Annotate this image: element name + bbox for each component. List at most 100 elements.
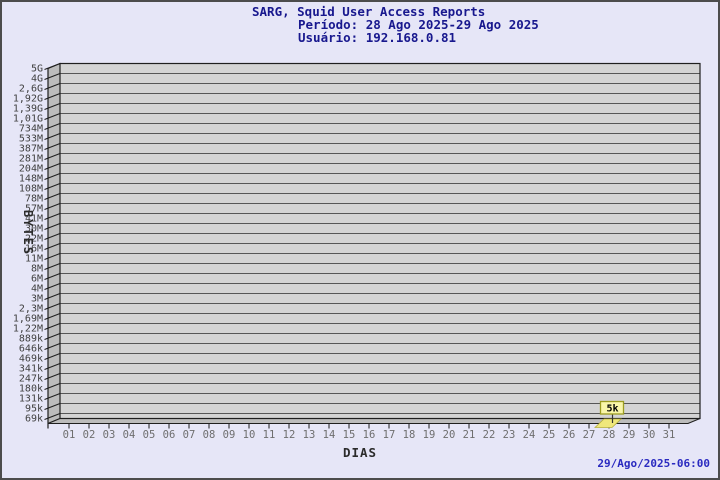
y-tick-connector [44,313,61,320]
x-tick-label: 28 [603,429,616,441]
y-tick-connector [44,273,61,280]
y-tick-connector [44,243,61,250]
y-tick-connector [44,363,61,370]
x-tick-label: 07 [183,429,196,441]
y-tick-label: 281M [19,154,43,165]
x-tick-label: 29 [623,429,636,441]
y-tick-connector [44,403,61,410]
y-tick-label: 78M [25,194,43,205]
y-tick-connector [44,353,61,360]
x-tick-label: 12 [283,429,296,441]
y-tick-label: 2,3M [19,304,43,315]
y-tick-connector [44,263,61,270]
y-tick-connector [44,123,61,130]
x-tick-label: 14 [323,429,336,441]
x-tick-label: 11 [263,429,276,441]
y-tick-connector [44,193,61,200]
y-tick-label: 2,6G [19,84,43,95]
x-tick-label: 18 [403,429,416,441]
y-tick-label: 11M [25,254,43,265]
x-tick-label: 05 [143,429,156,441]
y-tick-connector [44,63,61,70]
y-tick-label: 69k [25,414,43,425]
x-tick-label: 02 [83,429,96,441]
x-tick-label: 26 [563,429,576,441]
y-tick-label: 734M [19,124,43,135]
y-tick-label: 533M [19,134,43,145]
x-tick-label: 24 [523,429,536,441]
data-bar [593,418,623,428]
y-axis-title: BYTES [21,210,35,256]
y-tick-label: 341k [19,364,43,375]
x-tick-label: 31 [663,429,676,441]
x-tick-label: 19 [423,429,436,441]
y-tick-label: 3M [31,294,43,305]
y-tick-label: 1,01G [13,114,43,125]
y-tick-connector [44,283,61,290]
y-tick-label: 1,69M [13,314,43,325]
report-period: Período: 28 Ago 2025-29 Ago 2025 [298,17,539,32]
plot-area [60,63,700,419]
y-tick-connector [44,293,61,300]
x-tick-label: 21 [463,429,476,441]
plot-border [59,62,701,420]
y-tick-label: 148M [19,174,43,185]
x-tick-label: 27 [583,429,596,441]
y-tick-label: 108M [19,184,43,195]
y-tick-label: 1,39G [13,104,43,115]
report-title: SARG, Squid User Access Reports [252,4,486,19]
y-tick-connector [44,113,61,120]
y-tick-label: 247k [19,374,43,385]
y-tick-connector [44,83,61,90]
x-tick-label: 08 [203,429,216,441]
x-tick-label: 01 [63,429,76,441]
y-tick-label: 57M [25,204,43,215]
x-tick-label: 15 [343,429,356,441]
y-tick-connector [44,153,61,160]
y-tick-connector [44,303,61,310]
y-tick-label: 4M [31,284,43,295]
y-tick-label: 95k [25,404,43,415]
x-tick-label: 25 [543,429,556,441]
x-tick-label: 03 [103,429,116,441]
y-tick-connector [44,183,61,190]
y-tick-label: 6M [31,274,43,285]
y-tick-connector [44,253,61,260]
generated-timestamp: 29/Ago/2025-06:00 [597,457,710,470]
x-tick-label: 23 [503,429,516,441]
y-tick-label: 180k [19,384,43,395]
y-tick-connector [44,103,61,110]
x-tick-label: 13 [303,429,316,441]
y-tick-connector [44,213,61,220]
y-tick-label: 1,92G [13,94,43,105]
y-tick-label: 1,22M [13,324,43,335]
y-tick-connector [44,233,61,240]
y-tick-label: 16M [25,244,43,255]
value-tag-label: 5k [606,404,618,415]
x-tick-label: 06 [163,429,176,441]
y-tick-connector [44,413,61,420]
y-tick-label: 131k [19,394,43,405]
y-tick-connector [44,383,61,390]
y-tick-label: 22M [25,234,43,245]
y-tick-label: 30M [25,224,43,235]
x-tick-label: 09 [223,429,236,441]
y-tick-label: 4G [31,74,43,85]
x-tick-label: 10 [243,429,256,441]
x-tick-label: 04 [123,429,136,441]
x-axis-title: DIAS [343,445,377,460]
x-tick-label: 16 [363,429,376,441]
y-tick-connector [44,373,61,380]
y-tick-label: 889k [19,334,43,345]
y-tick-connector [44,333,61,340]
y-tick-label: 469k [19,354,43,365]
y-tick-connector [44,203,61,210]
y-tick-label: 387M [19,144,43,155]
y-tick-connector [44,223,61,230]
y-tick-connector [44,323,61,330]
y-tick-label: 646k [19,344,43,355]
y-tick-connector [44,343,61,350]
x-tick-label: 20 [443,429,456,441]
